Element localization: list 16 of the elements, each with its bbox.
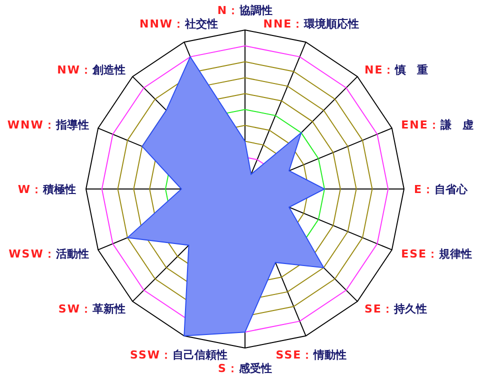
spoke-label: WNW：指導性: [7, 118, 89, 131]
spoke-label: WSW：活動性: [8, 247, 89, 260]
spoke-label: E：自省心: [414, 182, 469, 196]
spoke-label: NE：慎 重: [364, 63, 428, 76]
spoke-label: SW：革新性: [58, 302, 126, 315]
spoke-label: S：感受性: [218, 362, 272, 374]
spoke-label: ENE：謙 虚: [401, 118, 474, 131]
spoke-label: ESE：規律性: [401, 247, 472, 260]
spoke-label: NW：創造性: [57, 63, 126, 76]
spoke-label: SSW：自己信頼性: [130, 348, 228, 361]
spoke-label: N：協調性: [217, 4, 273, 16]
spoke-label: SE：持久性: [364, 302, 427, 315]
spoke-label: NNE：環境順応性: [263, 17, 360, 30]
spoke-label: W：積極性: [18, 182, 76, 196]
spoke-label: SSE：情動性: [276, 348, 347, 361]
spoke-label: NNW：社交性: [140, 17, 218, 30]
